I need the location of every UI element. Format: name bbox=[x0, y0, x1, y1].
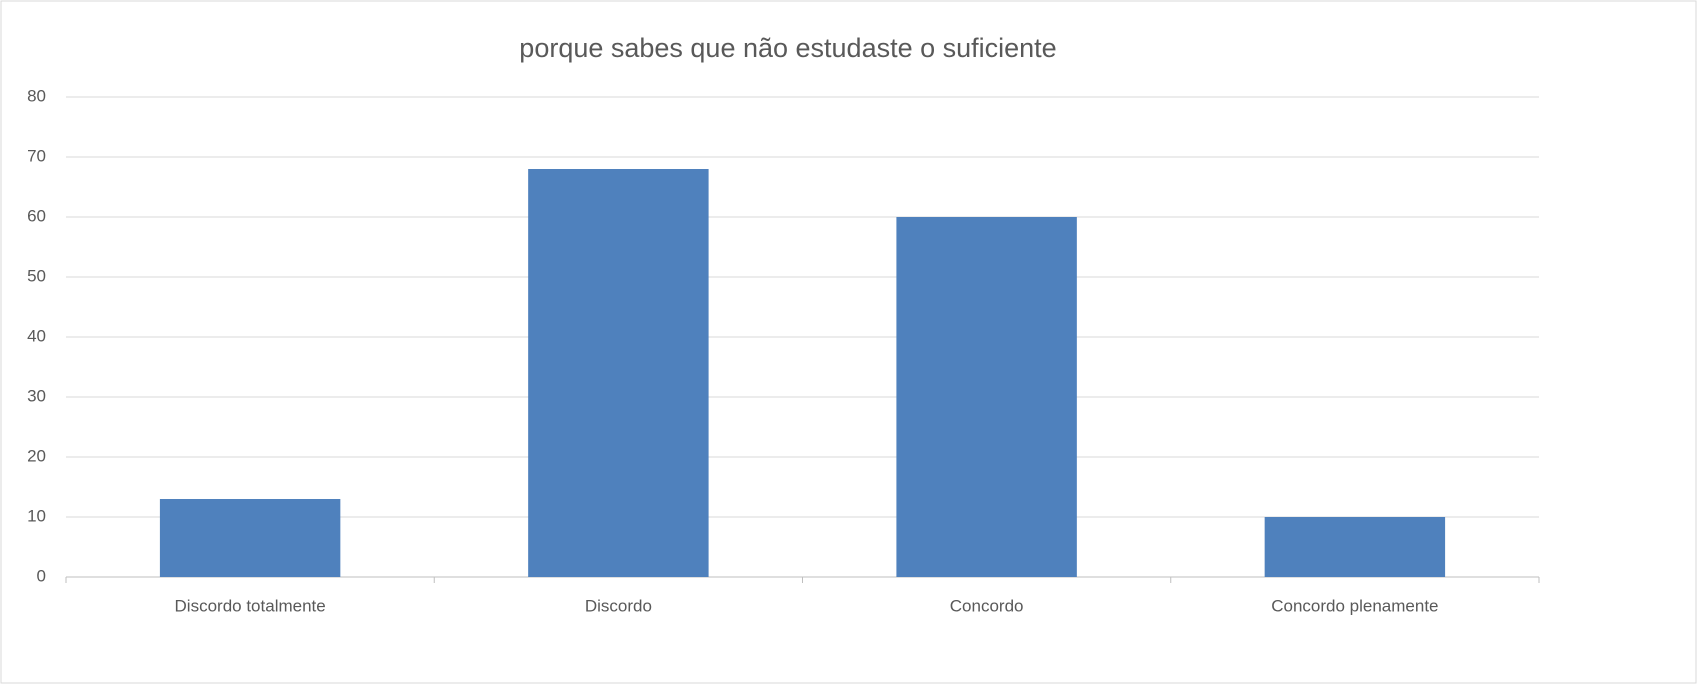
x-tick-label: Discordo totalmente bbox=[175, 596, 326, 615]
bar bbox=[159, 499, 341, 577]
x-tick-label: Concordo plenamente bbox=[1271, 596, 1438, 615]
y-tick-label: 80 bbox=[27, 86, 46, 105]
y-tick-label: 10 bbox=[27, 506, 46, 525]
x-tick-label: Concordo bbox=[950, 596, 1024, 615]
bar bbox=[1264, 517, 1446, 577]
bar bbox=[896, 217, 1077, 577]
chart-title: porque sabes que não estudaste o suficie… bbox=[519, 33, 1056, 63]
bar bbox=[528, 169, 709, 577]
y-tick-label: 30 bbox=[27, 386, 46, 405]
y-tick-label: 40 bbox=[27, 326, 46, 345]
y-tick-label: 50 bbox=[27, 266, 46, 285]
y-tick-label: 60 bbox=[27, 206, 46, 225]
y-tick-label: 20 bbox=[27, 446, 46, 465]
y-tick-label: 0 bbox=[37, 566, 46, 585]
x-tick-label: Discordo bbox=[585, 596, 652, 615]
y-tick-label: 70 bbox=[27, 146, 46, 165]
